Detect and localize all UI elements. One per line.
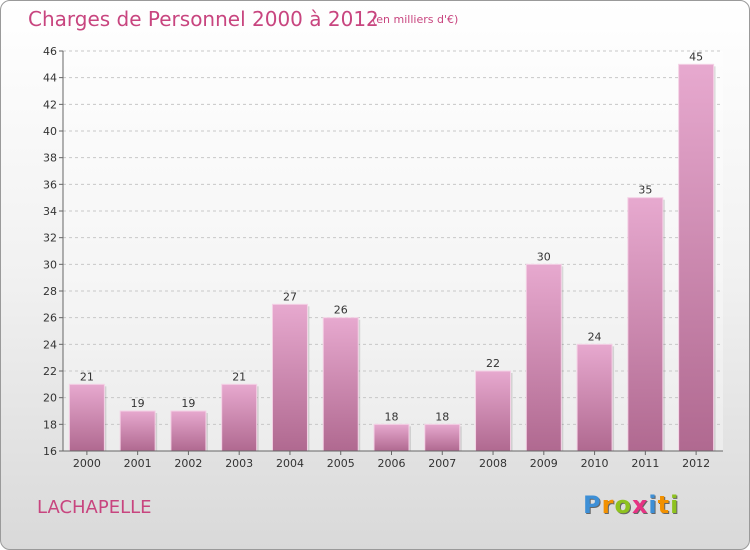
x-tick-label-2002: 2002 bbox=[174, 457, 202, 470]
x-tick-label-2001: 2001 bbox=[124, 457, 152, 470]
y-tick-label: 28 bbox=[43, 285, 57, 298]
logo-letter: o bbox=[614, 491, 632, 519]
x-tick-label-2004: 2004 bbox=[276, 457, 304, 470]
data-label-2010: 24 bbox=[588, 330, 602, 343]
y-tick-label: 40 bbox=[43, 125, 57, 138]
data-label-2000: 21 bbox=[80, 370, 94, 383]
data-label-2008: 22 bbox=[486, 357, 500, 370]
bar-2002 bbox=[170, 410, 207, 452]
bar-2007 bbox=[424, 423, 461, 452]
data-label-2002: 19 bbox=[181, 397, 195, 410]
plot-area bbox=[63, 51, 723, 451]
data-label-2012: 45 bbox=[689, 50, 703, 63]
bar-2008 bbox=[475, 370, 512, 452]
data-label-2007: 18 bbox=[435, 410, 449, 423]
logo-letter: t bbox=[657, 491, 671, 519]
data-label-2005: 26 bbox=[334, 304, 348, 317]
x-tick-label-2008: 2008 bbox=[479, 457, 507, 470]
x-tick-label-2005: 2005 bbox=[327, 457, 355, 470]
y-tick-label: 36 bbox=[43, 178, 57, 191]
y-tick-label: 26 bbox=[43, 312, 57, 325]
y-tick-label: 30 bbox=[43, 258, 57, 271]
x-tick-label-2010: 2010 bbox=[581, 457, 609, 470]
y-tick-label: 16 bbox=[43, 445, 57, 458]
y-tick-label: 34 bbox=[43, 205, 57, 218]
data-label-2001: 19 bbox=[131, 397, 145, 410]
logo-letter: i bbox=[648, 491, 658, 519]
bar-2012 bbox=[678, 63, 715, 452]
data-label-2011: 35 bbox=[638, 184, 652, 197]
x-tick-label-2003: 2003 bbox=[225, 457, 253, 470]
x-tick-label-2006: 2006 bbox=[378, 457, 406, 470]
logo-letter: i bbox=[670, 491, 680, 519]
bar-2011 bbox=[627, 197, 664, 452]
bar-2009 bbox=[525, 263, 562, 452]
y-tick-label: 22 bbox=[43, 365, 57, 378]
y-tick-label: 18 bbox=[43, 418, 57, 431]
bar-2010 bbox=[576, 343, 613, 452]
data-label-2009: 30 bbox=[537, 250, 551, 263]
chart-title: Charges de Personnel 2000 à 2012 bbox=[28, 7, 379, 31]
bar-2005 bbox=[322, 317, 359, 452]
logo-letter: r bbox=[601, 491, 615, 519]
bar-2004 bbox=[271, 303, 308, 452]
x-tick-label-2011: 2011 bbox=[631, 457, 659, 470]
data-label-2006: 18 bbox=[385, 410, 399, 423]
bar-2001 bbox=[119, 410, 156, 452]
proxiti-logo: Proxiti bbox=[583, 491, 679, 519]
chart-subtitle: (en milliers d'€) bbox=[372, 13, 459, 26]
data-label-2003: 21 bbox=[232, 370, 246, 383]
y-tick-label: 44 bbox=[43, 72, 57, 85]
bar-2000 bbox=[68, 383, 105, 452]
x-tick-label-2000: 2000 bbox=[73, 457, 101, 470]
data-label-2004: 27 bbox=[283, 290, 297, 303]
bar-2006 bbox=[373, 423, 410, 452]
y-tick-label: 38 bbox=[43, 152, 57, 165]
logo-letter: x bbox=[631, 491, 649, 519]
y-tick-label: 46 bbox=[43, 45, 57, 58]
commune-name: LACHAPELLE bbox=[37, 497, 152, 518]
y-tick-label: 42 bbox=[43, 98, 57, 111]
x-tick-label-2007: 2007 bbox=[428, 457, 456, 470]
y-tick-label: 24 bbox=[43, 338, 57, 351]
x-tick-label-2012: 2012 bbox=[682, 457, 710, 470]
y-tick-label: 20 bbox=[43, 392, 57, 405]
logo-letter: P bbox=[583, 491, 602, 519]
y-tick-label: 32 bbox=[43, 232, 57, 245]
bar-2003 bbox=[221, 383, 258, 452]
x-tick-label-2009: 2009 bbox=[530, 457, 558, 470]
